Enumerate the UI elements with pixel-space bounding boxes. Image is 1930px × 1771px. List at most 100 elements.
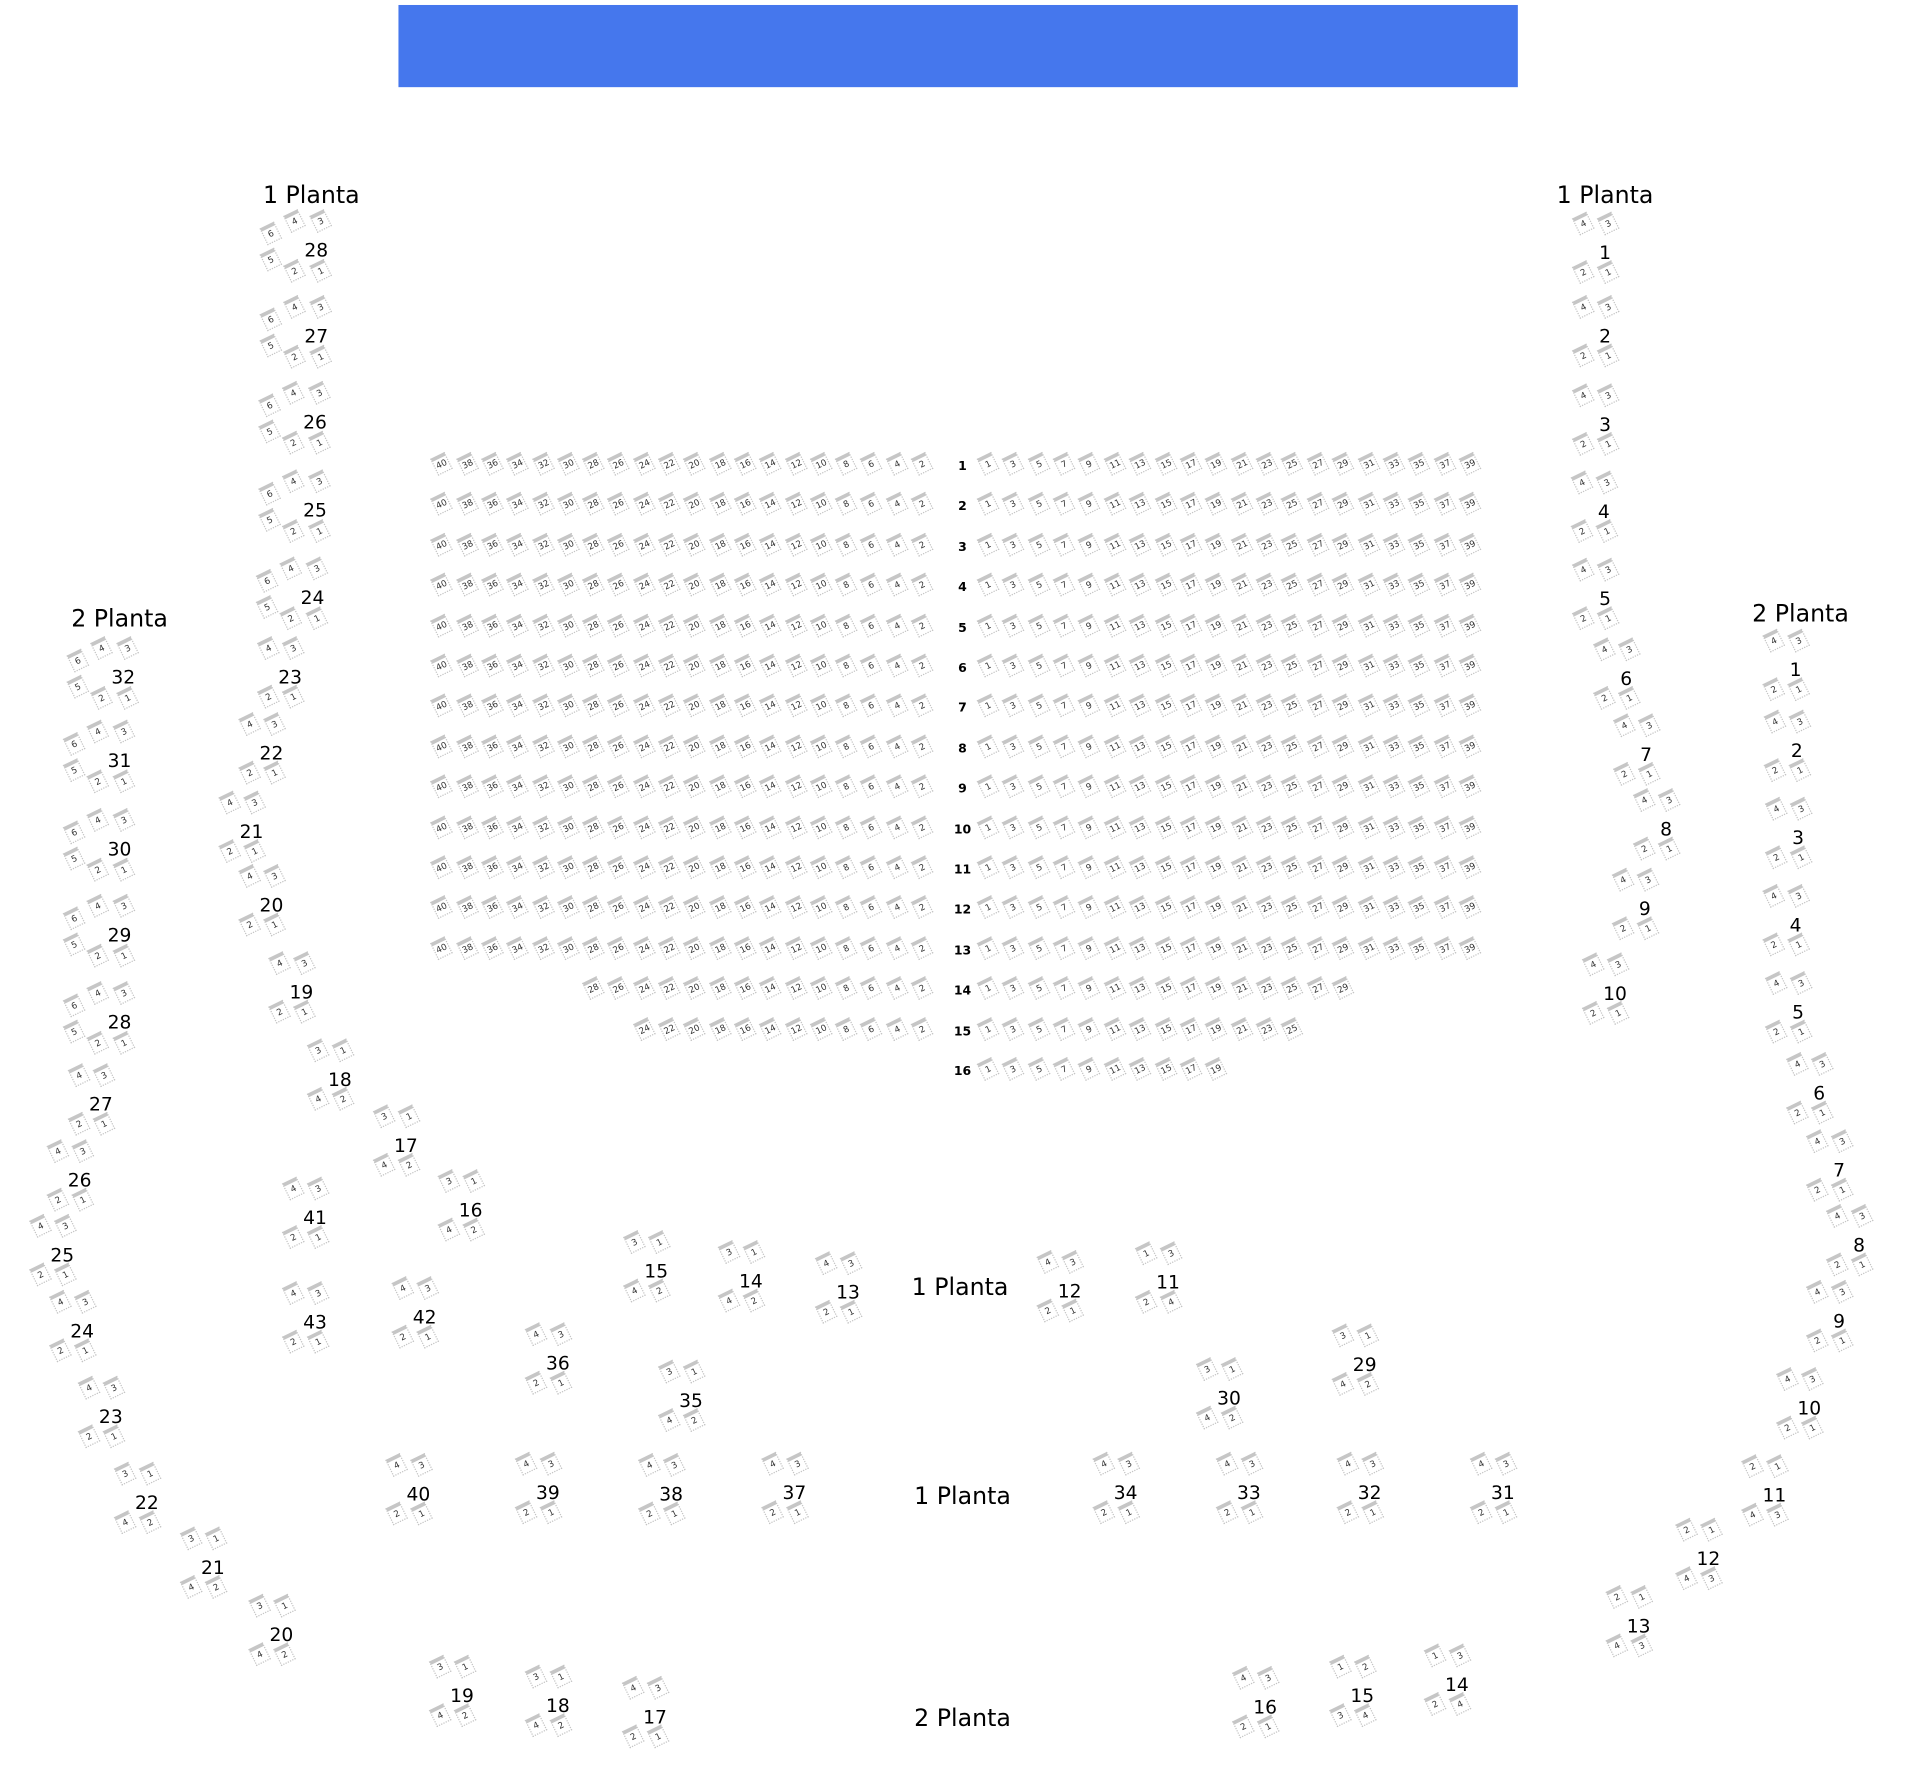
- seat[interactable]: 37: [1433, 572, 1456, 597]
- seat[interactable]: 4: [49, 1289, 72, 1314]
- seat[interactable]: 19: [1204, 895, 1228, 920]
- seat[interactable]: 5: [1027, 693, 1051, 718]
- seat[interactable]: 17: [1179, 774, 1203, 799]
- seat[interactable]: 4: [1331, 1372, 1355, 1396]
- seat[interactable]: 11: [1103, 492, 1127, 517]
- seat[interactable]: 12: [784, 492, 808, 517]
- seat[interactable]: 18: [708, 976, 732, 1001]
- seat[interactable]: 4: [1764, 796, 1788, 821]
- seat[interactable]: 39: [1458, 653, 1482, 678]
- seat[interactable]: 14: [758, 451, 782, 476]
- seat[interactable]: 2: [86, 1030, 110, 1055]
- seat[interactable]: 37: [1433, 734, 1456, 759]
- seat[interactable]: 16: [733, 895, 757, 920]
- seat[interactable]: 1: [976, 855, 1000, 880]
- seat[interactable]: 40: [430, 855, 454, 880]
- seat[interactable]: 18: [708, 814, 732, 839]
- seat[interactable]: 9: [1078, 572, 1101, 597]
- seat[interactable]: 34: [506, 492, 529, 517]
- seat[interactable]: 2: [1605, 1584, 1629, 1609]
- seat[interactable]: 5: [1027, 895, 1051, 920]
- seat[interactable]: 37: [1433, 451, 1456, 476]
- seat[interactable]: 40: [430, 572, 454, 597]
- seat[interactable]: 15: [1154, 492, 1177, 517]
- seat[interactable]: 13: [1128, 613, 1152, 638]
- seat[interactable]: 40: [430, 532, 454, 557]
- seat[interactable]: 14: [758, 855, 782, 880]
- seat[interactable]: 5: [1027, 653, 1051, 678]
- seat[interactable]: 11: [1103, 532, 1127, 557]
- seat[interactable]: 10: [809, 653, 833, 678]
- seat[interactable]: 21: [1230, 774, 1254, 799]
- seat[interactable]: 4: [1215, 1451, 1239, 1476]
- seat[interactable]: 31: [1357, 895, 1380, 920]
- seat[interactable]: 2: [1593, 685, 1616, 710]
- seat[interactable]: 13: [1128, 774, 1152, 799]
- seat[interactable]: 3: [1331, 1323, 1355, 1348]
- seat[interactable]: 27: [1306, 814, 1330, 839]
- seat[interactable]: 11: [1103, 1057, 1127, 1081]
- seat[interactable]: 18: [708, 734, 732, 759]
- seat[interactable]: 1: [138, 1461, 162, 1486]
- seat[interactable]: 24: [632, 774, 656, 799]
- seat[interactable]: 7: [1052, 653, 1076, 678]
- seat[interactable]: 3: [293, 951, 316, 976]
- seat[interactable]: 1: [549, 1664, 573, 1689]
- seat[interactable]: 38: [455, 693, 479, 718]
- seat[interactable]: 4: [1593, 637, 1616, 662]
- seat[interactable]: 20: [683, 734, 706, 759]
- seat[interactable]: 22: [657, 774, 681, 799]
- seat[interactable]: 4: [113, 1510, 137, 1535]
- box-label[interactable]: 10: [1797, 1397, 1822, 1420]
- seat[interactable]: 2: [1469, 1500, 1493, 1525]
- seat[interactable]: 36: [480, 855, 504, 880]
- seat[interactable]: 17: [1179, 532, 1203, 557]
- seat[interactable]: 2: [814, 1299, 838, 1324]
- seat[interactable]: 2: [49, 1338, 72, 1363]
- seat[interactable]: 21: [1230, 814, 1254, 839]
- seat[interactable]: 24: [632, 734, 656, 759]
- seat[interactable]: 16: [733, 734, 757, 759]
- seat[interactable]: 4: [1764, 971, 1788, 995]
- seat[interactable]: 14: [758, 935, 782, 960]
- seat[interactable]: 30: [556, 935, 580, 960]
- seat[interactable]: 30: [556, 855, 580, 880]
- seat[interactable]: 3: [657, 1359, 681, 1384]
- seat[interactable]: 13: [1128, 734, 1152, 759]
- seat[interactable]: 3: [306, 1176, 330, 1201]
- box-label[interactable]: 21: [201, 1556, 225, 1579]
- seat[interactable]: 16: [733, 774, 757, 799]
- seat[interactable]: 39: [1458, 451, 1482, 476]
- seat[interactable]: 2: [910, 613, 934, 638]
- seat[interactable]: 21: [1230, 451, 1254, 476]
- seat[interactable]: 1: [1766, 1454, 1789, 1479]
- seat[interactable]: 34: [506, 855, 529, 880]
- seat[interactable]: 5: [62, 846, 86, 871]
- seat[interactable]: 9: [1078, 774, 1101, 799]
- seat[interactable]: 15: [1154, 451, 1177, 476]
- seat[interactable]: 2: [1581, 1000, 1605, 1025]
- seat[interactable]: 3: [281, 636, 305, 661]
- seat[interactable]: 2: [281, 1329, 305, 1354]
- seat[interactable]: 13: [1128, 935, 1152, 960]
- box-label[interactable]: 1: [1599, 241, 1611, 264]
- seat[interactable]: 37: [1433, 693, 1456, 718]
- seat[interactable]: 30: [556, 451, 580, 476]
- seat[interactable]: 31: [1357, 532, 1380, 557]
- seat[interactable]: 14: [758, 774, 782, 799]
- seat[interactable]: 4: [761, 1451, 784, 1476]
- seat[interactable]: 35: [1407, 935, 1431, 960]
- box-label[interactable]: 10: [1603, 982, 1627, 1005]
- seat[interactable]: 36: [480, 492, 504, 517]
- seat[interactable]: 12: [784, 976, 808, 1001]
- seat[interactable]: 4: [514, 1451, 538, 1476]
- seat[interactable]: 3: [524, 1664, 548, 1689]
- seat[interactable]: 32: [531, 451, 555, 476]
- seat[interactable]: 15: [1154, 774, 1177, 799]
- box-label[interactable]: 4: [1597, 500, 1610, 523]
- seat[interactable]: 6: [62, 820, 86, 845]
- box-label[interactable]: 32: [111, 666, 136, 689]
- seat[interactable]: 4: [1571, 211, 1595, 236]
- seat[interactable]: 6: [258, 393, 281, 418]
- seat[interactable]: 7: [1052, 1016, 1076, 1041]
